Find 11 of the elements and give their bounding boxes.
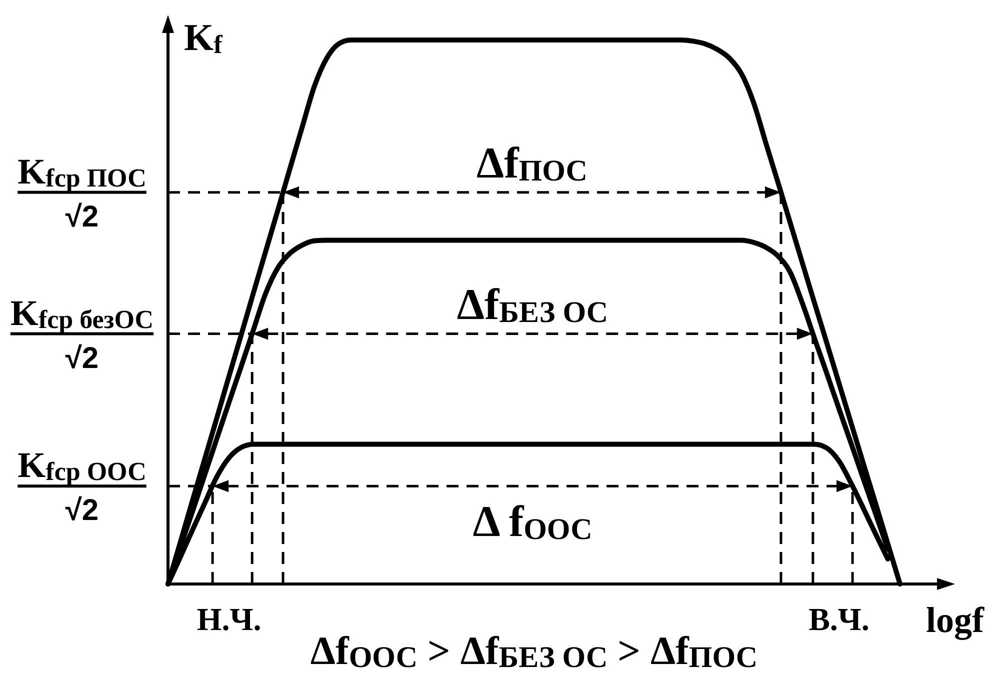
y-axis-title: K$_{f}$ <box>184 17 223 59</box>
ref-line-label: K$_{fср ООС}$ √2 <box>18 445 146 528</box>
annotation: Δf$_{БЕЗ ОС}$ <box>456 280 608 329</box>
x-tick-label: Н.Ч. <box>196 601 262 637</box>
annotation: Δ f$_{ООС}$ <box>472 497 592 546</box>
annotation: Δf$_{ПОС}$ <box>476 138 588 188</box>
ref-line-label: K$_{fср безОС}$ √2 <box>10 292 154 375</box>
x-axis-title: logf <box>926 600 985 640</box>
text: Δf$_{ООС}$ > Δf$_{БЕЗ ОС}$ > Δf$_{ПОС}$ <box>310 628 758 674</box>
x-tick-label: В.Ч. <box>808 601 870 637</box>
ref-line-label: K$_{fср ПОС}$ √2 <box>18 151 146 234</box>
